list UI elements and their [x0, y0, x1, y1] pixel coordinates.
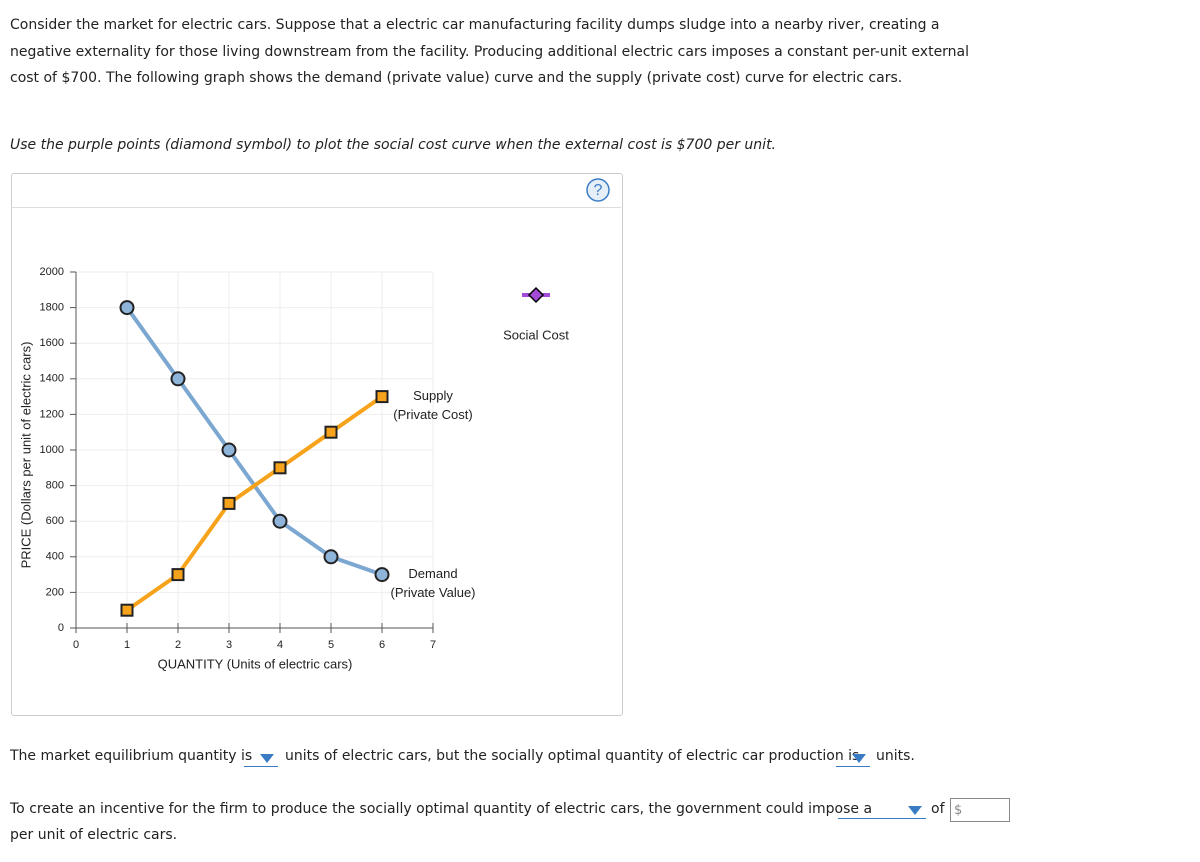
policy-dropdown[interactable]	[838, 800, 926, 819]
currency-sign: $	[954, 803, 963, 818]
x-tick-label: 2	[175, 639, 181, 651]
y-axis-title: PRICE (Dollars per unit of electric cars…	[18, 342, 33, 569]
optimal-dropdown[interactable]	[836, 748, 870, 767]
x-tick-label: 0	[73, 639, 79, 651]
y-tick-label: 1600	[40, 337, 64, 349]
x-tick-label: 4	[277, 639, 283, 651]
y-tick-label: 400	[46, 551, 64, 563]
series-note: (Private Cost)	[393, 407, 472, 422]
point	[374, 567, 390, 583]
point	[375, 390, 389, 404]
x-tick-label: 5	[328, 639, 334, 651]
point	[120, 603, 134, 617]
y-tick-label: 600	[46, 515, 64, 527]
x-tick-label: 1	[124, 639, 130, 651]
x-tick-label: 3	[226, 639, 232, 651]
q2-part3: per unit of electric cars.	[10, 827, 178, 843]
intro-text: Consider the market for electric cars. S…	[10, 17, 970, 86]
series-name: Supply	[413, 388, 453, 403]
y-tick-label: 1400	[40, 373, 64, 385]
series-line	[125, 306, 383, 577]
y-tick-label: 1000	[40, 444, 64, 456]
palette-label: Social Cost	[503, 327, 569, 342]
point	[171, 568, 185, 582]
plot: 0 200 400 600 800 1000 1200 1400 1600 1800 2000 0 1 2…	[40, 266, 476, 651]
help-icon[interactable]	[586, 178, 610, 202]
y-tick-label: 2000	[40, 266, 64, 278]
series-line	[125, 394, 384, 612]
palette-diamond[interactable]	[527, 286, 545, 304]
point	[119, 300, 135, 316]
q2-part1: To create an incentive for the firm to p…	[10, 801, 873, 817]
help-label[interactable]: ?	[594, 182, 603, 199]
y-tick-label: 200	[46, 586, 64, 598]
amount-input[interactable]: $	[950, 798, 1010, 822]
q1-part3: units.	[876, 748, 915, 764]
y-tick-label: 1200	[40, 408, 64, 420]
equilibrium-dropdown[interactable]	[244, 748, 278, 767]
series-name: Demand	[408, 566, 457, 581]
q1-part2: units of electric cars, but the socially…	[285, 748, 860, 764]
y-tick-label: 1800	[40, 302, 64, 314]
point	[273, 461, 287, 475]
panel-divider	[11, 207, 621, 208]
point	[170, 371, 186, 387]
q2-part2: of	[931, 801, 945, 817]
instruction: Use the purple points (diamond symbol) t…	[10, 137, 777, 153]
x-tick-label: 6	[379, 639, 385, 651]
point	[324, 425, 338, 439]
x-tick-label: 7	[430, 639, 436, 651]
point	[222, 496, 236, 510]
series-note: (Private Value)	[390, 585, 475, 600]
y-tick-label: 0	[58, 622, 64, 634]
point	[272, 513, 288, 529]
point	[323, 549, 339, 565]
graph-panel	[11, 173, 623, 716]
x-axis-title: QUANTITY (Units of electric cars)	[158, 656, 353, 671]
y-tick-label: 800	[46, 480, 64, 492]
q1-part1: The market equilibrium quantity is	[10, 748, 253, 764]
point	[221, 442, 237, 458]
